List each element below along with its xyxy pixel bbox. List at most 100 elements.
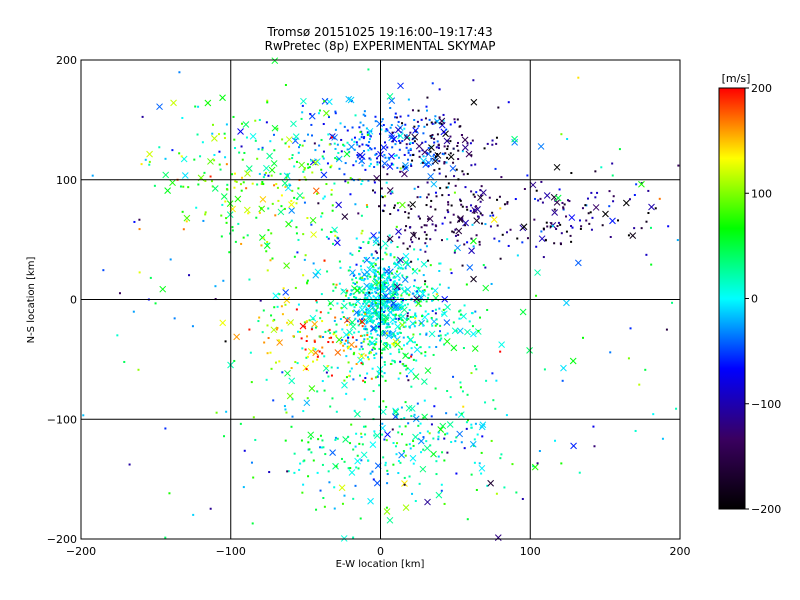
data-point <box>371 291 374 294</box>
data-point <box>499 207 502 210</box>
data-point <box>298 468 301 471</box>
data-point <box>396 308 399 311</box>
data-point <box>377 278 380 281</box>
data-point <box>446 389 449 392</box>
data-point <box>443 502 446 505</box>
data-point <box>364 293 367 296</box>
data-point <box>459 381 462 384</box>
data-point <box>400 347 403 350</box>
data-point <box>128 463 131 466</box>
data-point <box>403 483 406 486</box>
data-point <box>423 224 426 227</box>
data-point <box>471 139 474 142</box>
colorbar <box>718 87 746 510</box>
data-point <box>671 301 674 304</box>
data-point-cross <box>531 463 539 471</box>
data-point <box>654 207 657 210</box>
data-point <box>323 389 326 392</box>
data-point <box>422 324 425 327</box>
data-point <box>367 459 370 462</box>
data-point <box>385 181 388 184</box>
data-point <box>355 466 358 469</box>
data-point <box>430 423 433 426</box>
data-point <box>240 242 243 245</box>
data-point <box>640 182 643 185</box>
data-point <box>347 435 350 438</box>
data-point <box>171 149 174 152</box>
data-point <box>400 313 403 316</box>
data-point <box>228 251 231 254</box>
data-point <box>239 183 242 186</box>
x-axis-label: E-W location [km] <box>336 559 425 570</box>
data-point <box>245 187 248 190</box>
data-point <box>618 148 621 151</box>
data-point-cross <box>181 172 189 179</box>
data-point <box>387 238 390 241</box>
data-point <box>409 147 412 150</box>
data-point <box>368 165 371 168</box>
data-point <box>397 431 400 434</box>
data-point <box>368 260 371 263</box>
data-point <box>427 312 430 315</box>
data-point <box>566 199 569 202</box>
data-point <box>213 153 216 156</box>
data-point <box>385 253 388 256</box>
data-point <box>428 118 431 121</box>
data-point <box>360 459 363 462</box>
data-point <box>433 169 436 172</box>
data-point <box>365 291 368 294</box>
data-point <box>366 331 369 334</box>
data-point <box>351 322 354 325</box>
data-point <box>494 407 497 410</box>
data-point <box>408 142 411 145</box>
data-point <box>376 288 379 291</box>
data-point <box>560 133 563 136</box>
data-point <box>273 306 276 309</box>
data-point-cross <box>554 194 562 202</box>
data-point-cross <box>369 441 377 449</box>
data-point <box>307 441 310 444</box>
data-point-cross <box>402 352 409 360</box>
data-point <box>486 142 489 145</box>
data-point <box>224 156 227 159</box>
data-point <box>307 166 310 169</box>
data-point-cross <box>413 346 421 353</box>
data-point <box>263 341 266 344</box>
data-point <box>307 133 310 136</box>
data-point <box>417 424 420 427</box>
data-point <box>347 333 350 336</box>
data-point <box>479 316 482 319</box>
data-point <box>414 317 417 320</box>
data-point <box>290 367 293 370</box>
data-point-cross <box>412 373 420 380</box>
data-point <box>352 497 355 500</box>
data-point-cross <box>357 356 364 364</box>
data-point <box>439 334 442 337</box>
data-point <box>341 339 344 342</box>
data-point <box>308 319 311 322</box>
data-point <box>221 203 224 206</box>
data-point <box>392 276 395 279</box>
data-point <box>459 309 462 312</box>
data-point <box>273 149 276 152</box>
data-point <box>425 237 428 240</box>
data-point <box>401 297 404 300</box>
data-point-cross <box>449 165 457 172</box>
data-point <box>306 282 309 285</box>
data-point <box>516 237 519 240</box>
data-point <box>334 147 337 150</box>
data-point <box>364 313 367 316</box>
data-point <box>492 214 495 217</box>
data-point <box>334 230 337 233</box>
data-point <box>377 371 380 374</box>
data-point-cross <box>286 392 294 400</box>
data-point <box>407 151 410 154</box>
data-point <box>310 328 313 331</box>
data-point-cross <box>394 272 402 279</box>
data-point <box>419 432 422 435</box>
data-point <box>382 330 385 333</box>
data-point <box>443 131 446 134</box>
data-point <box>440 122 443 125</box>
data-point <box>381 258 384 261</box>
data-point-cross <box>437 426 445 433</box>
